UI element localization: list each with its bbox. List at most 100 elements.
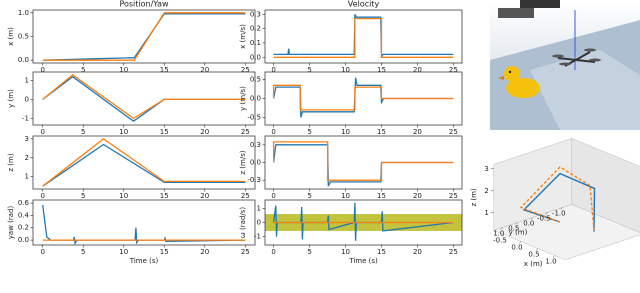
y-axis-label: y (m) [7,89,15,108]
y-tick-label: 3 [25,135,29,143]
x-tick-label: 20 [200,248,209,256]
series-line [42,137,246,187]
y-tick-label: 0.0 [250,95,261,103]
x-tick-label: 5 [81,248,85,256]
series-line [42,73,246,120]
render-image [490,0,640,130]
x-tick-label: 0 [271,128,275,136]
x-tick-label: 10 [119,192,128,200]
plot-frame [32,9,256,64]
x-tick-label: 20 [200,128,209,136]
x-tick-label: 15 [377,66,386,74]
series-line [42,13,246,61]
plot-frame [32,71,256,126]
series-line [272,141,454,181]
x-tick-label: 15 [160,128,169,136]
x-tick-label: 20 [200,66,209,74]
y-tick-label: -0.3 [247,176,261,184]
x-tick-label: 0 [40,66,44,74]
y-axis-label: x (m) [7,27,15,46]
z-tick-label: 1 [484,209,488,217]
y-axis-label: z (m/s) [239,150,247,174]
y-tick-label: 0.0 [18,236,29,244]
x-tick-label: 25 [449,192,458,200]
series-line [42,143,246,187]
x-tick-label: 20 [200,192,209,200]
x-tick-label: 25 [241,192,250,200]
trajectory [519,166,595,231]
y-axis-label: y (m) [509,229,528,237]
y-axis-label: x (m/s) [239,24,247,49]
x-tick-label: 20 [413,248,422,256]
x-tick-label: 0 [40,192,44,200]
y-tick-label: 0.0 [250,159,261,167]
y-tick-label: 0.6 [18,199,30,207]
x-tick-label: 5 [307,128,311,136]
y-tick-label: 0.0 [18,56,29,64]
x-tick-label: 15 [160,248,169,256]
y-tick-label: 0.3 [250,10,261,18]
x-tick [552,255,556,258]
z-axis-label: z (m) [470,188,478,206]
x-tick-label: 25 [449,248,458,256]
x-tick-label: 10 [341,192,350,200]
x-tick-label: 25 [241,248,250,256]
x-tick-label: 20 [413,128,422,136]
x-tick-label: 10 [341,248,350,256]
trajectory [522,172,596,232]
y-tick-label: 0.5 [250,76,261,84]
y-tick-label: -1 [22,114,29,122]
y-tick-label: 0.2 [18,224,29,232]
x-tick-label: 10 [119,248,128,256]
y-tick-label: 0.3 [250,141,261,149]
x-axis-label: Time (s) [129,257,159,265]
y-tick-label: 1.0 [18,9,29,17]
x-tick-label: 5 [81,66,85,74]
x-tick [501,234,505,237]
y-tick-label: 0.2 [250,25,261,33]
x-tick-label: 5 [307,248,311,256]
z-tick-label: 3 [484,165,488,173]
x-tick-label: 15 [377,192,386,200]
x-tick-label: 0 [40,128,44,136]
x-tick [535,248,539,251]
plot-frame [32,135,256,190]
y-tick-label: 0.5 [18,33,29,41]
y-tick-label: 1 [257,204,261,212]
y-tick-label: 0 [257,219,261,227]
y-axis-label: yaw (rad) [7,206,15,240]
y-tick-label: -1.0 [552,209,566,217]
x-tick-label: 10 [341,66,350,74]
y-tick-label: 1 [25,77,29,85]
x-tick-label: 5 [81,128,85,136]
x-axis-label: x (m) [524,260,543,268]
y-tick [545,212,548,215]
x-tick-label: 25 [241,66,250,74]
chart-title: Velocity [348,0,380,9]
y-tick-label: 0.5 [508,224,519,232]
x-tick-label: 20 [413,66,422,74]
y-tick-label: 1.0 [493,229,504,237]
x-tick-label: 1.0 [545,258,556,266]
z-tick-label: 2 [484,187,488,195]
x-tick-label: 25 [241,128,250,136]
y-tick-label: 0.4 [18,211,30,219]
x-tick-label: 15 [377,128,386,136]
x-tick-label: -0.5 [493,237,507,245]
x-tick-label: 5 [81,192,85,200]
y-tick-label: 1 [25,173,29,181]
y-axis-label: ω (rad/s) [239,207,247,238]
x-tick-label: 0 [271,248,275,256]
y-axis-label: y (m/s) [239,86,247,111]
y-tick-label: 0.1 [250,39,261,47]
y-tick-label: -0.5 [537,214,551,222]
y-tick-label: 0 [25,95,29,103]
x-tick-label: 0 [271,66,275,74]
x-tick-label: 15 [377,248,386,256]
x-tick-label: 15 [160,66,169,74]
pane [571,138,640,233]
x-tick-label: 0 [271,192,275,200]
y-axis-label: z (m) [7,153,15,171]
series-line [273,14,454,58]
series-line [42,204,246,246]
